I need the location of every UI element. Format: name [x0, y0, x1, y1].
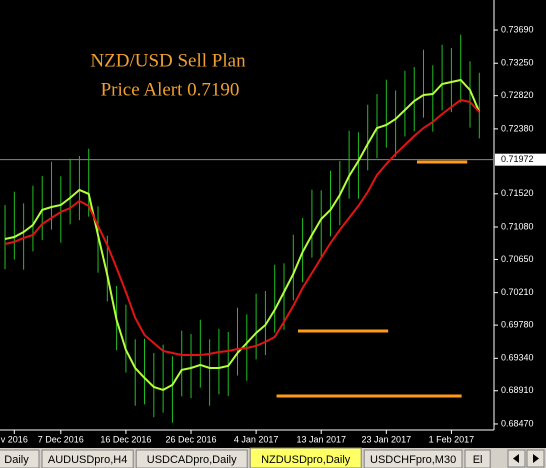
- scroll-right-icon: [533, 454, 539, 463]
- x-tick-label: 1 Feb 2017: [429, 434, 475, 444]
- scroll-left-icon: [513, 454, 519, 463]
- background: [0, 0, 546, 448]
- x-tick-label: 13 Jan 2017: [296, 434, 346, 444]
- tab[interactable]: USDCHFpro,M30: [363, 449, 463, 468]
- tab-label: USDCHFpro,M30: [370, 454, 456, 466]
- y-tick-label: 0.73250: [501, 58, 534, 68]
- tab-label: AUDUSDpro,H4: [48, 454, 127, 466]
- tab-bg: [0, 449, 40, 468]
- y-tick-label: 0.68910: [501, 385, 534, 395]
- y-tick-label: 0.69780: [501, 319, 534, 329]
- x-tick-label: 23 Jan 2017: [362, 434, 412, 444]
- tab[interactable]: El: [464, 449, 491, 468]
- y-tick-label: 0.73690: [501, 24, 534, 34]
- y-tick-label: 0.70650: [501, 254, 534, 264]
- y-tick-label: 0.72820: [501, 90, 534, 100]
- tab[interactable]: Daily: [0, 449, 40, 468]
- x-tick-label: 26 Dec 2016: [165, 434, 216, 444]
- y-tick-label: 0.71520: [501, 188, 534, 198]
- last-price-label: 0.71972: [501, 154, 534, 164]
- last-price-box: [495, 153, 546, 166]
- x-tick-label: 16 Dec 2016: [100, 434, 151, 444]
- tab-label: NZDUSDpro,Daily: [261, 454, 351, 466]
- y-tick-label: 0.68470: [501, 418, 534, 428]
- tab-label: Daily: [4, 454, 29, 466]
- tab-scroll[interactable]: [507, 449, 545, 468]
- tab[interactable]: NZDUSDpro,Daily: [249, 447, 362, 468]
- moving-average: [4, 98, 481, 356]
- tab[interactable]: USDCADpro,Daily: [135, 449, 248, 468]
- tab[interactable]: AUDUSDpro,H4: [41, 449, 134, 468]
- tab-bg: [249, 447, 362, 468]
- tab-label: USDCADpro,Daily: [147, 454, 237, 466]
- tab-bg: [464, 449, 491, 468]
- tab-bg: [41, 449, 134, 468]
- annotation: NZD/USD Sell Plan: [90, 50, 246, 71]
- x-tick-label: 7 Dec 2016: [38, 434, 84, 444]
- x-tick-label: 4 Jan 2017: [234, 434, 279, 444]
- tab-label: El: [473, 454, 483, 466]
- x-tick-label: v 2016: [1, 434, 28, 444]
- y-tick-label: 0.69340: [501, 353, 534, 363]
- annotation: Price Alert 0.7190: [101, 79, 240, 100]
- y-tick-label: 0.70210: [501, 287, 534, 297]
- tab-bg: [135, 449, 248, 468]
- y-tick-label: 0.71080: [501, 221, 534, 231]
- tab-bg: [363, 449, 463, 468]
- y-tick-label: 0.72380: [501, 123, 534, 133]
